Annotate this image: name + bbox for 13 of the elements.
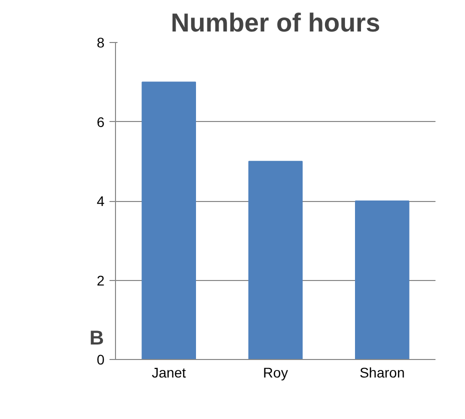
y-tick-label: 6 [96, 114, 105, 130]
text: B [90, 328, 104, 350]
y-tick-label: 8 [96, 34, 105, 50]
y-tick-label: 0 [96, 352, 105, 368]
bar [355, 200, 410, 360]
y-tick-label: 2 [96, 272, 105, 288]
x-tick-label: Roy [263, 364, 288, 380]
chart-title: Number of hours [170, 8, 380, 38]
x-tick-label: Janet [152, 364, 186, 380]
bar [248, 160, 303, 360]
bar [142, 82, 196, 360]
y-tick-label: 4 [96, 193, 105, 209]
x-tick-label: Sharon [360, 364, 405, 380]
